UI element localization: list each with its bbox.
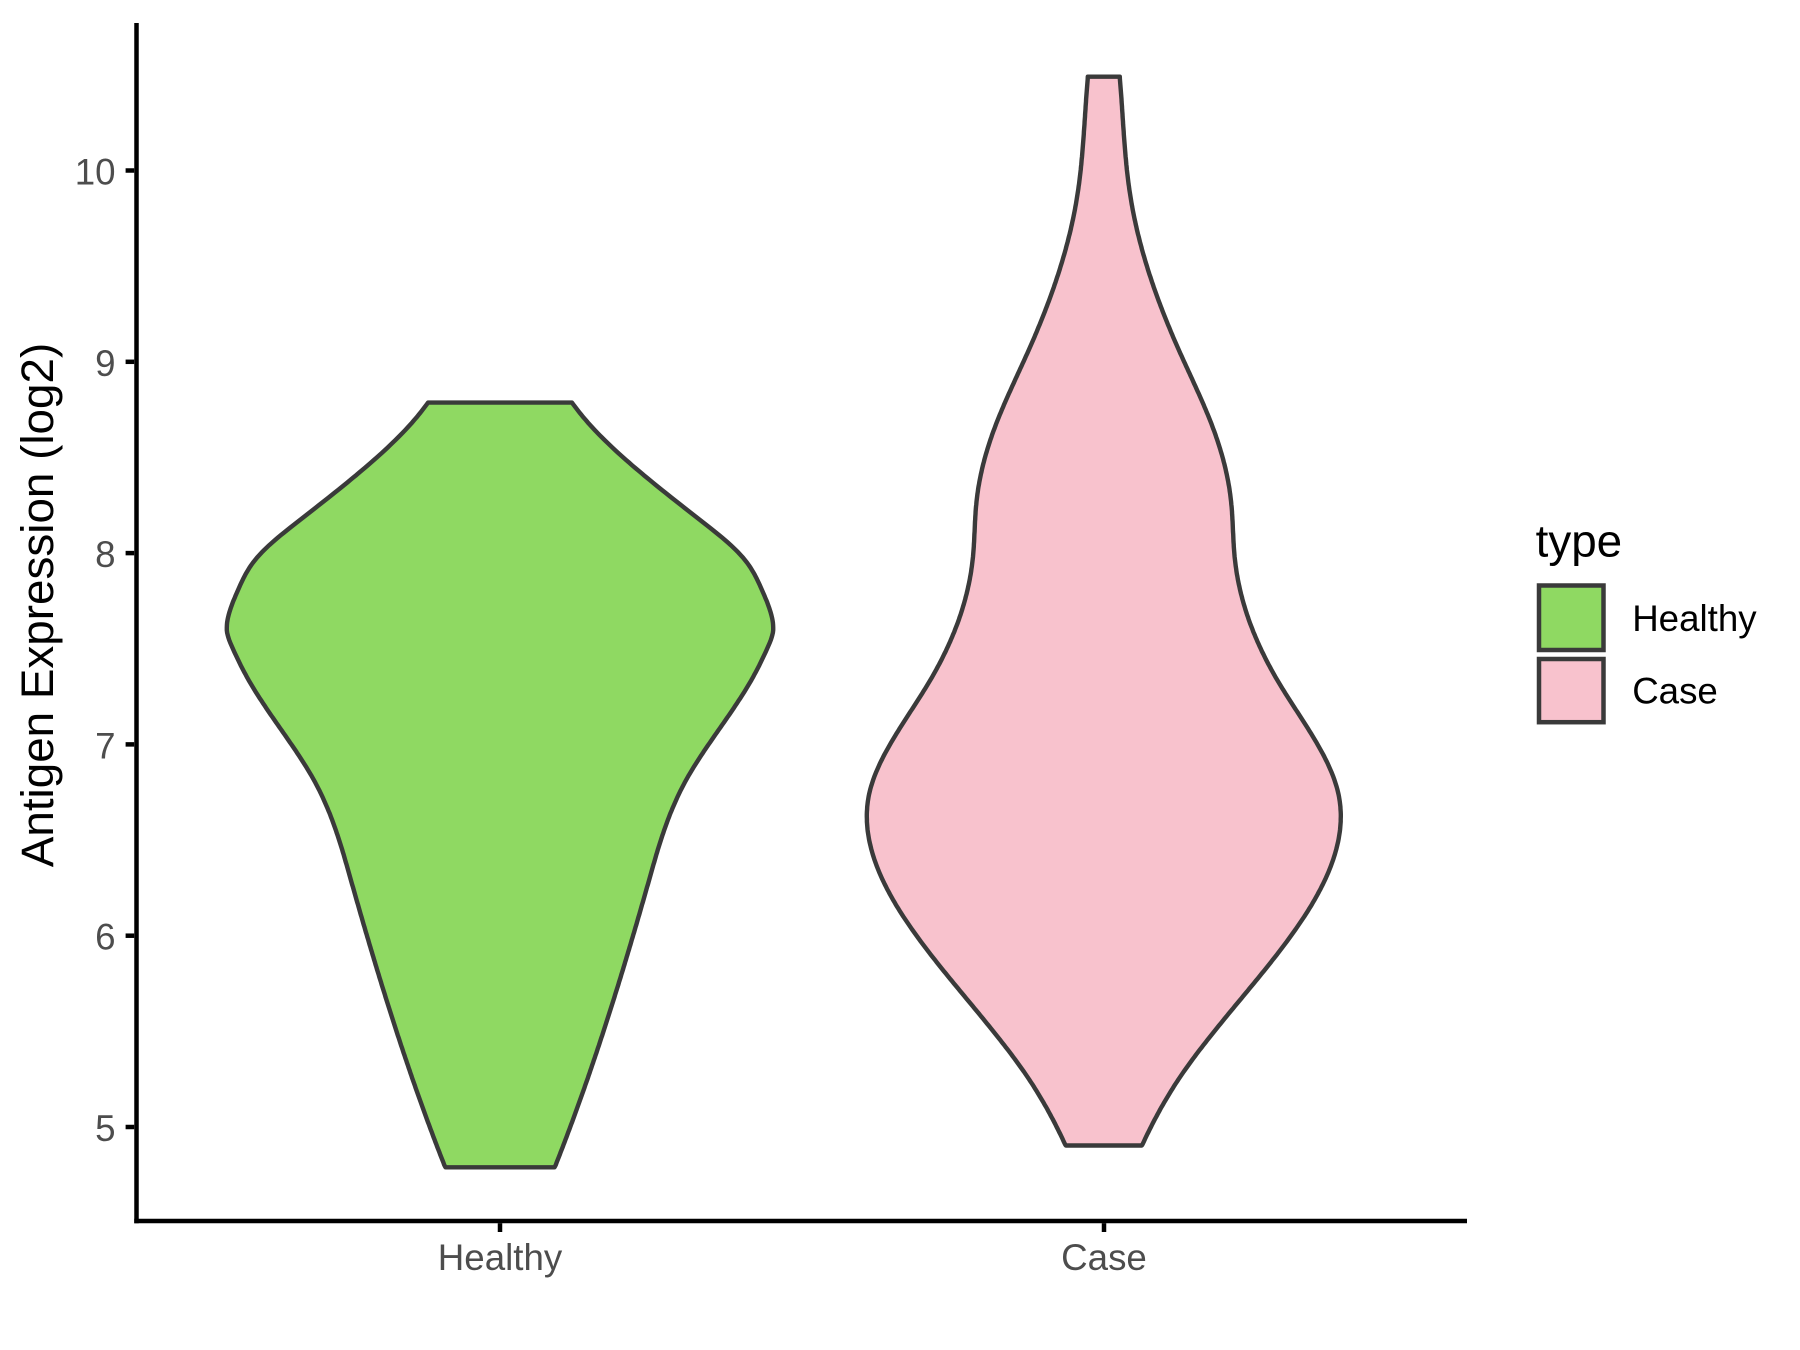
- svg-text:Healthy: Healthy: [438, 1237, 563, 1278]
- svg-text:8: 8: [95, 534, 115, 575]
- svg-text:type: type: [1536, 516, 1623, 567]
- svg-text:5: 5: [95, 1108, 115, 1149]
- svg-text:Case: Case: [1061, 1237, 1147, 1278]
- svg-text:6: 6: [95, 917, 115, 958]
- svg-text:Antigen Expression (log2): Antigen Expression (log2): [12, 343, 63, 867]
- svg-text:9: 9: [95, 343, 115, 384]
- svg-text:Healthy: Healthy: [1632, 598, 1757, 639]
- svg-text:Case: Case: [1632, 671, 1718, 712]
- svg-text:10: 10: [75, 152, 116, 193]
- svg-text:7: 7: [95, 725, 115, 766]
